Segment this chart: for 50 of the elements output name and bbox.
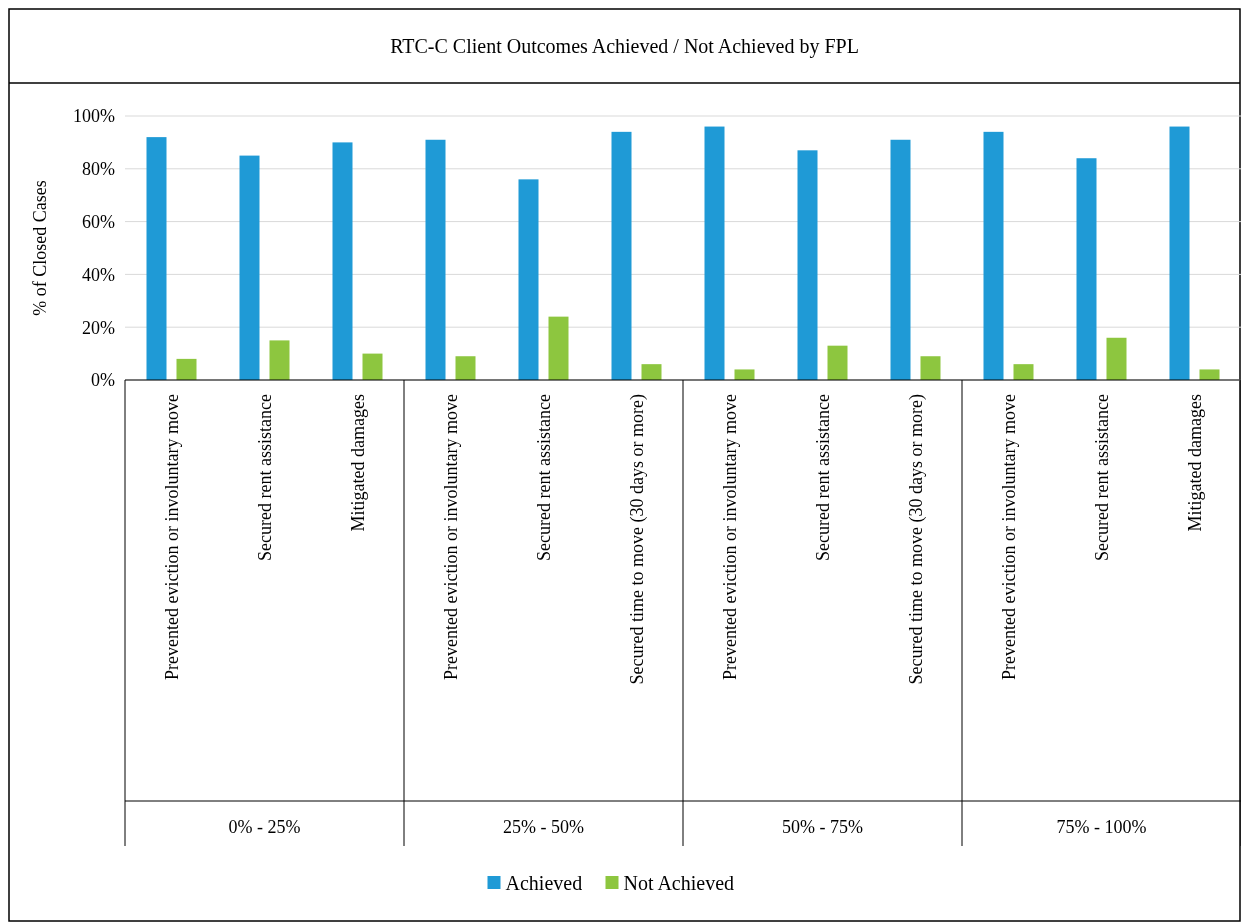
bar (890, 139, 911, 380)
bar (548, 316, 569, 380)
x-tick-label: Prevented eviction or involuntary move (440, 394, 461, 680)
y-axis-title: % of Closed Cases (30, 180, 50, 316)
bar (518, 179, 539, 380)
bar (827, 345, 848, 380)
bar (641, 364, 662, 380)
x-tick-label: Prevented eviction or involuntary move (998, 394, 1019, 680)
x-tick-label: Mitigated damages (1184, 394, 1205, 532)
y-tick-label: 100% (73, 106, 115, 127)
x-tick-label: Secured rent assistance (812, 394, 833, 561)
text: 50% - 75% (782, 817, 863, 837)
text: 75% - 100% (1056, 817, 1147, 837)
bar (1199, 369, 1220, 380)
bar (734, 369, 755, 380)
bar (1169, 126, 1190, 380)
bar (239, 155, 260, 380)
y-tick-label: 60% (82, 211, 115, 232)
x-tick-label: Secured rent assistance (254, 394, 275, 561)
bar (704, 126, 725, 380)
legend-label: Achieved (505, 872, 583, 894)
bar (455, 356, 476, 380)
bar (920, 356, 941, 380)
x-tick-label: Mitigated damages (347, 394, 368, 532)
bar (362, 353, 383, 380)
chart-title: RTC-C Client Outcomes Achieved / Not Achieved by FPL (390, 35, 859, 58)
bar (1013, 364, 1034, 380)
x-tick-label: Prevented eviction or involuntary move (161, 394, 182, 680)
x-tick-label: Secured rent assistance (533, 394, 554, 561)
y-tick-label: 0% (91, 370, 115, 391)
x-tick-label: Secured time to move (30 days or more) (905, 394, 927, 685)
bar (269, 340, 290, 380)
bar (176, 358, 197, 380)
bar (797, 150, 818, 380)
y-tick-label: 20% (82, 317, 115, 338)
bar (332, 142, 353, 380)
bar (611, 131, 632, 380)
legend-label: Not Achieved (623, 872, 735, 894)
y-tick-label: 40% (82, 264, 115, 285)
bar (146, 137, 167, 380)
x-tick-label: Secured rent assistance (1091, 394, 1112, 561)
bar (1106, 337, 1127, 380)
x-tick-label: Secured time to move (30 days or more) (626, 394, 648, 685)
bar (1076, 158, 1097, 380)
y-tick-label: 80% (82, 159, 115, 180)
text: 0% - 25% (228, 817, 301, 837)
text: 25% - 50% (503, 817, 584, 837)
bar (425, 139, 446, 380)
bar (983, 131, 1004, 380)
x-tick-label: Prevented eviction or involuntary move (719, 394, 740, 680)
